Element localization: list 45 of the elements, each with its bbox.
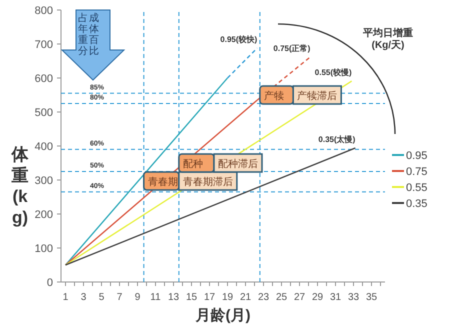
- y-tick-label: 500: [34, 107, 53, 119]
- x-tick-label: 23: [258, 292, 270, 303]
- annotation: 产犊滞后: [297, 90, 338, 102]
- x-tick-label: 3: [80, 292, 87, 303]
- annotation: 配种滞后: [218, 158, 258, 170]
- x-tick-label: 29: [312, 292, 324, 303]
- y-tick-label: 600: [34, 73, 53, 85]
- y-axis-title: 体重(kg): [10, 145, 30, 227]
- y-tick-label: 400: [34, 141, 53, 153]
- y-tick-label: 300: [34, 175, 53, 187]
- x-tick-label: 25: [276, 292, 288, 303]
- y-tick-label: 100: [34, 243, 53, 255]
- annotation: 0.95(较快): [220, 35, 258, 44]
- y-tick-label: 200: [34, 209, 53, 221]
- legend-label: 0.35: [406, 198, 428, 210]
- legend-label: 0.95: [406, 150, 428, 162]
- annotation: 青春期: [148, 176, 178, 188]
- x-tick-label: 13: [168, 292, 180, 303]
- y-tick-label: 800: [34, 5, 53, 17]
- legend-label: 0.55: [406, 182, 428, 194]
- x-tick-label: 31: [330, 292, 342, 303]
- annotation: 0.55(较慢): [314, 68, 352, 78]
- x-tick-label: 1: [62, 292, 69, 303]
- y-tick-label: 0: [46, 277, 53, 289]
- x-tick-label: 19: [222, 292, 234, 303]
- annotation: 0.35(太慢): [318, 135, 356, 144]
- legend-label: 0.75: [406, 166, 428, 178]
- x-tick-label: 11: [150, 292, 162, 303]
- x-tick-label: 9: [134, 292, 141, 303]
- annotation: 青春期滞后: [182, 176, 233, 188]
- y-tick-label: 700: [34, 39, 53, 51]
- x-tick-label: 27: [294, 292, 306, 303]
- x-tick-label: 35: [366, 292, 378, 303]
- x-tick-label: 15: [186, 292, 198, 303]
- x-axis-title: 月龄(月): [194, 307, 250, 324]
- x-tick-label: 21: [240, 292, 252, 303]
- x-tick-label: 33: [348, 292, 360, 303]
- annotation: 平均日增重 (Kg/天): [362, 27, 413, 51]
- x-tick-label: 5: [98, 292, 105, 303]
- annotation: 0.75(正常): [273, 44, 311, 53]
- x-tick-label: 7: [116, 292, 123, 303]
- annotation: 配种: [182, 158, 203, 170]
- x-tick-label: 17: [204, 292, 216, 303]
- annotation: 产犊: [264, 90, 284, 102]
- annotation: 占成年体重百分比: [78, 12, 99, 57]
